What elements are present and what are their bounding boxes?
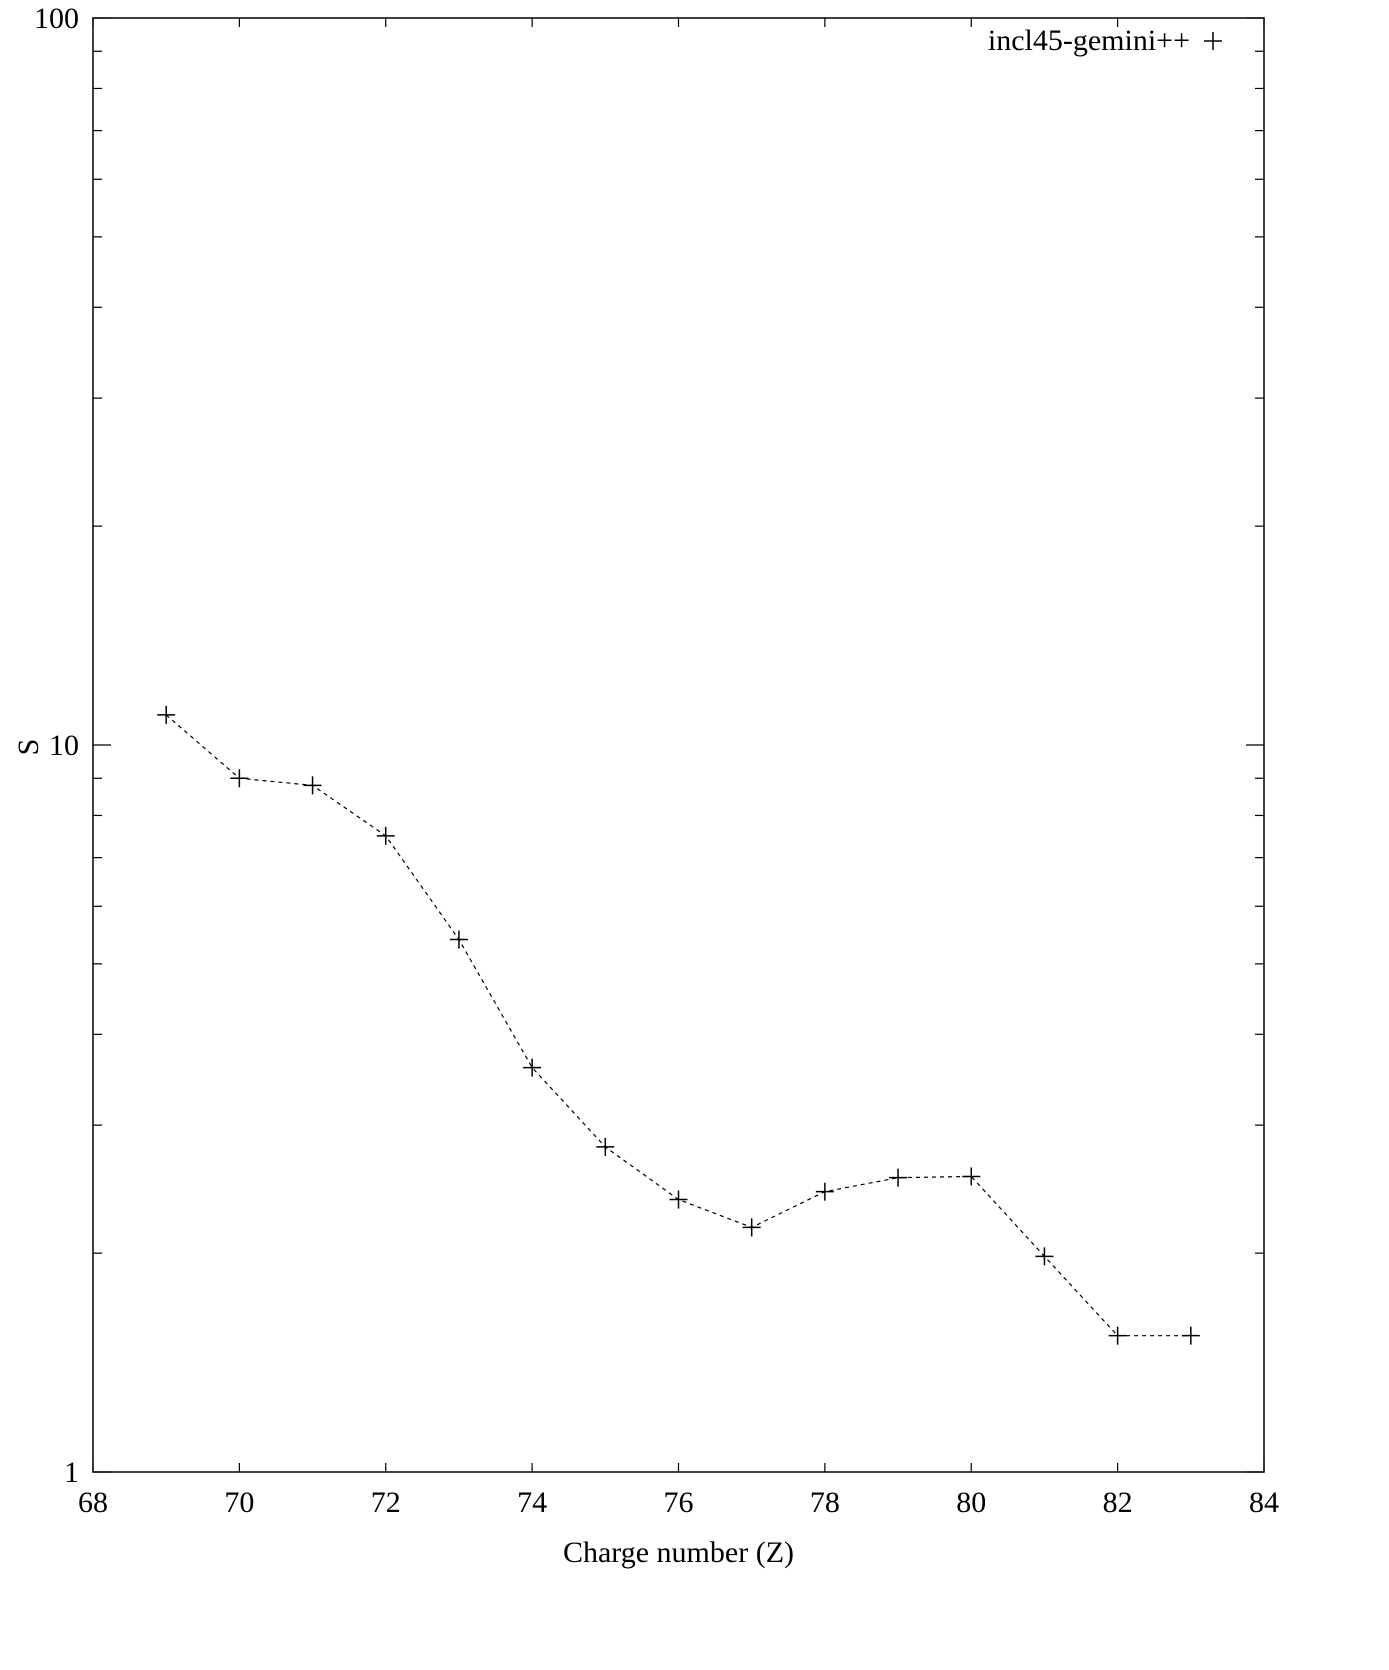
legend-label-incl45-gemini: incl45-gemini++ bbox=[988, 24, 1190, 57]
x-tick-label: 72 bbox=[371, 1486, 401, 1519]
data-point-plus bbox=[669, 1190, 688, 1209]
data-point-plus bbox=[303, 776, 322, 795]
legend: incl45-gemini++ bbox=[988, 24, 1222, 57]
x-axis-label: Charge number (Z) bbox=[563, 1536, 794, 1569]
data-point-plus bbox=[742, 1218, 761, 1237]
y-tick-label: 10 bbox=[49, 729, 79, 762]
x-tick-label: 80 bbox=[956, 1486, 986, 1519]
data-point-plus bbox=[1181, 1326, 1200, 1345]
series-line bbox=[165, 714, 1191, 1337]
data-point-plus bbox=[523, 1058, 542, 1077]
data-point-plus bbox=[449, 930, 468, 949]
data-point-plus bbox=[157, 705, 176, 724]
data-point-plus bbox=[596, 1137, 615, 1156]
tick-labels-layer: 68 70 72 74 76 78 80 82 84 1 10 100 bbox=[34, 2, 1279, 1519]
data-point-plus bbox=[962, 1167, 981, 1186]
x-tick-label: 70 bbox=[224, 1486, 254, 1519]
data-point-plus bbox=[889, 1168, 908, 1187]
x-tick-label: 84 bbox=[1249, 1486, 1279, 1519]
legend-plus-marker bbox=[1204, 32, 1222, 50]
x-tick-label: 68 bbox=[78, 1486, 108, 1519]
data-point-plus bbox=[230, 769, 249, 788]
y-axis-label: S bbox=[12, 739, 45, 756]
ticks-layer bbox=[92, 17, 1265, 1473]
data-point-plus bbox=[815, 1182, 834, 1201]
data-point-plus bbox=[1035, 1247, 1054, 1266]
legend-marker-plus-icon bbox=[1204, 32, 1222, 50]
y-tick-label: 1 bbox=[64, 1456, 79, 1489]
data-point-plus bbox=[376, 826, 395, 845]
plot-frame bbox=[92, 17, 1265, 1473]
x-tick-label: 76 bbox=[664, 1486, 694, 1519]
x-tick-label: 74 bbox=[517, 1486, 547, 1519]
data-point-plus bbox=[1108, 1326, 1127, 1345]
series-layer bbox=[157, 705, 1200, 1345]
x-tick-label: 82 bbox=[1103, 1486, 1133, 1519]
x-tick-label: 78 bbox=[810, 1486, 840, 1519]
y-tick-label: 100 bbox=[34, 2, 79, 35]
